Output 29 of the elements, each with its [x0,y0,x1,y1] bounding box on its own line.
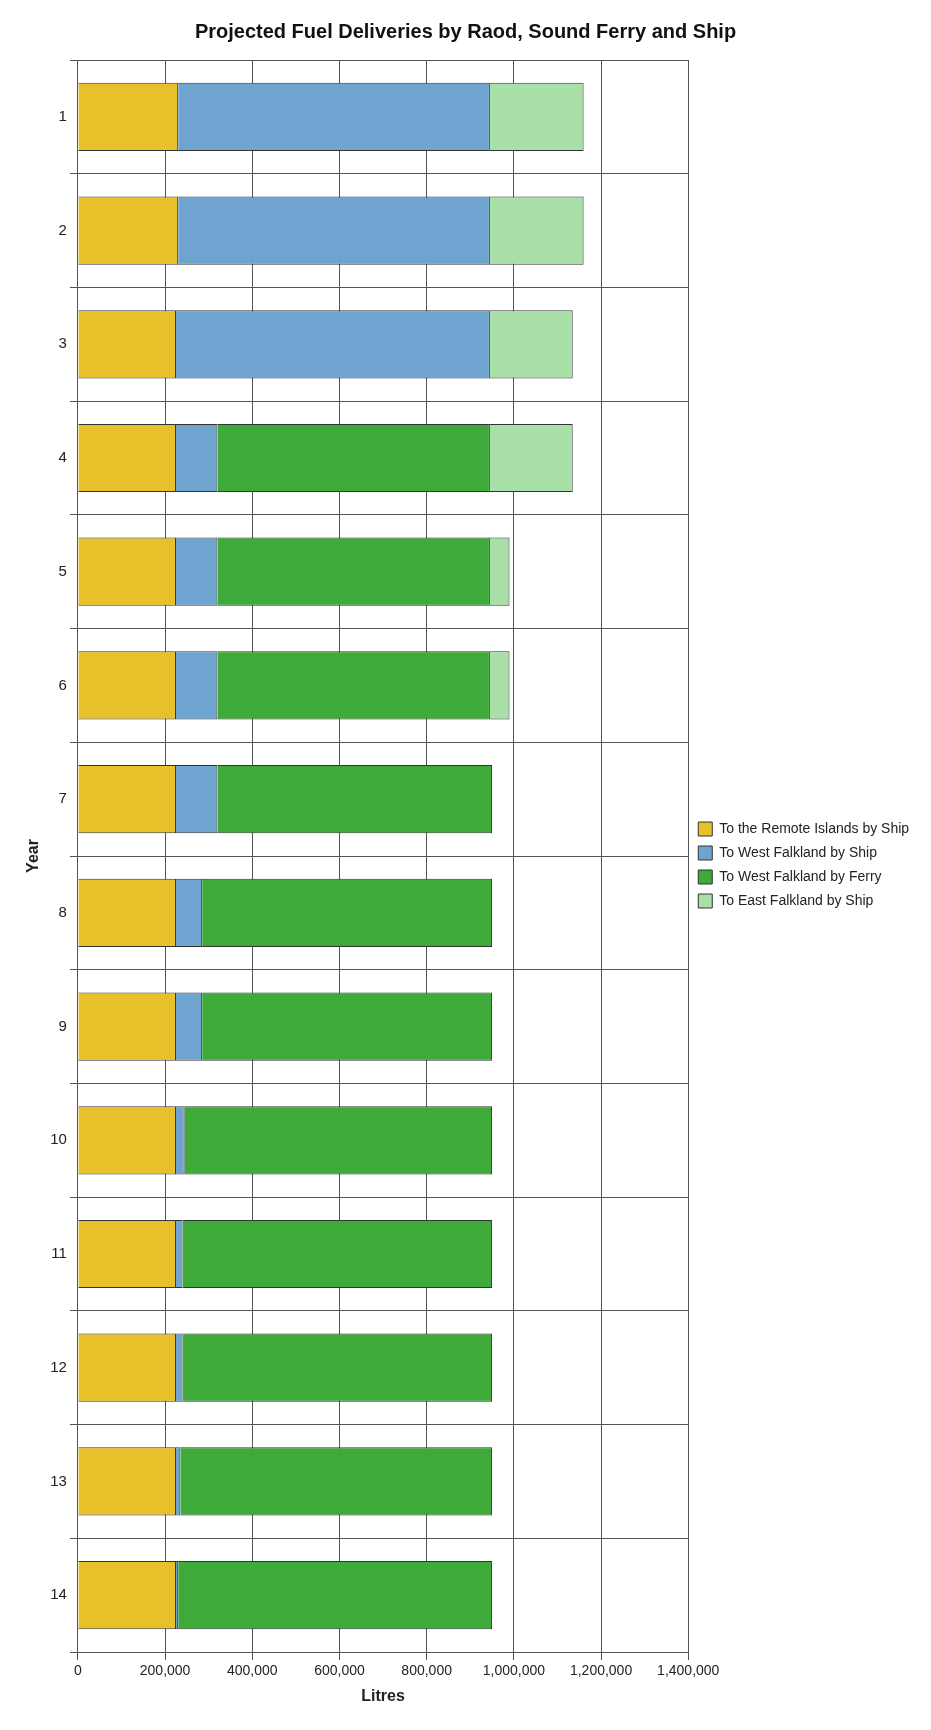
y-tick-label: 1 [58,107,67,124]
y-tick-label: 8 [58,903,67,920]
y-tick-label: 12 [50,1357,67,1375]
y-tick-label: 14 [50,1585,67,1603]
legend-label: To West Falkland by Ship [719,843,878,860]
y-tick-label: 4 [58,448,67,466]
x-axis-title: Litres [361,1686,405,1704]
x-tick-label: 200,000 [139,1662,191,1679]
legend-label: To East Falkland by Ship [719,891,874,908]
x-tick-label: 1,000,000 [482,1662,546,1679]
x-tick-label: 600,000 [314,1662,365,1679]
y-tick-label: 3 [58,334,67,352]
x-tick-label: 400,000 [226,1662,278,1679]
y-tick-label: 13 [50,1471,67,1489]
x-tick-label: 1,200,000 [569,1662,633,1679]
y-tick-label: 10 [50,1130,67,1148]
y-tick-label: 2 [58,220,67,238]
x-tick-label: 0 [73,1662,82,1679]
y-tick-label: 11 [51,1244,67,1262]
y-tick-label: 7 [58,789,67,807]
x-tick-label: 1,400,000 [657,1662,720,1679]
chart-title: Projected Fuel Deliveries by Raod, Sound Ferry and Ship [194,19,737,42]
y-tick-label: 6 [58,675,67,693]
y-tick-label: 5 [58,561,67,579]
x-tick-label: 800,000 [401,1662,453,1679]
y-tick-label: 9 [58,1016,67,1034]
y-axis-title: Year [24,839,42,873]
legend-label: To the Remote Islands by Ship [719,819,910,836]
legend-label: To West Falkland by Ferry [719,867,882,884]
